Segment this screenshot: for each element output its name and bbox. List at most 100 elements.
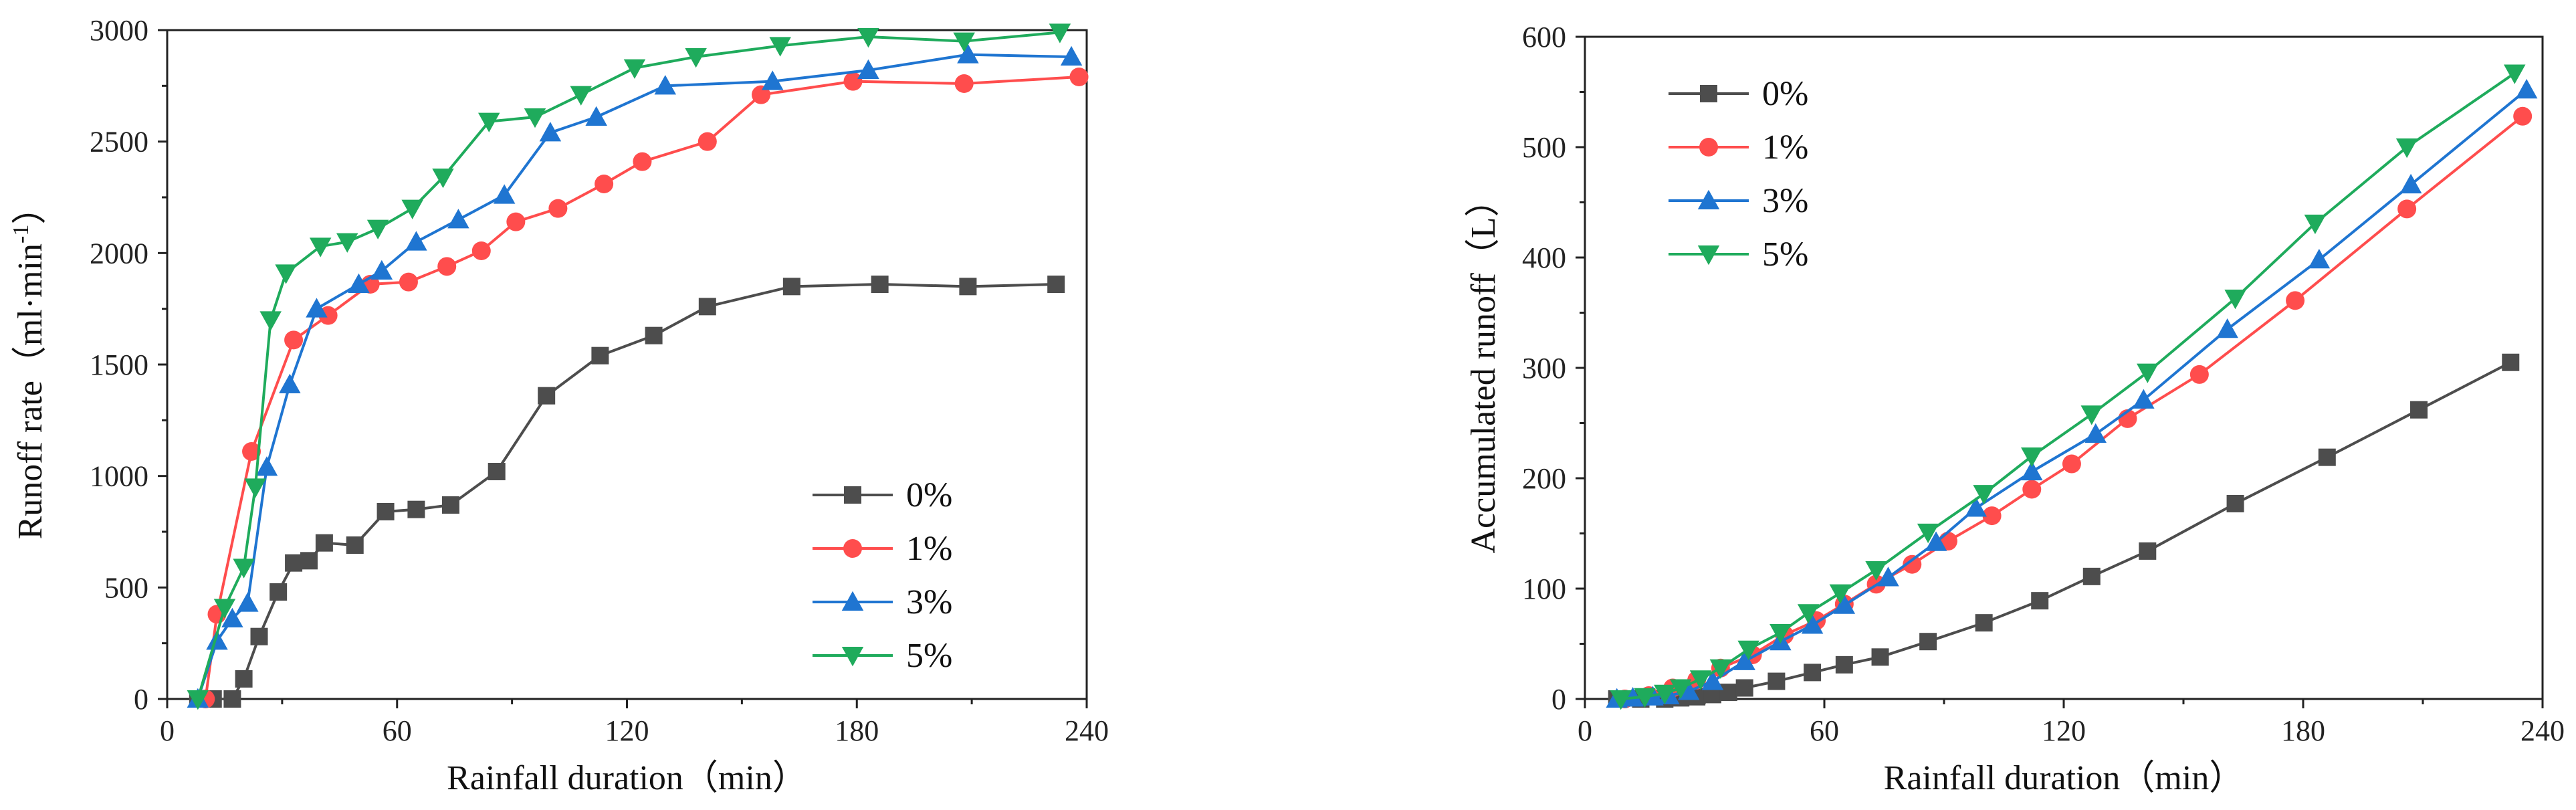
legend: 0% 1% 3% 5% — [813, 476, 952, 675]
data-point — [2308, 249, 2331, 269]
data-point — [1634, 688, 1656, 708]
data-point — [1903, 554, 1922, 574]
data-point — [1669, 679, 1692, 699]
data-point — [2062, 454, 2081, 474]
data-point — [570, 86, 592, 106]
y-tick-label: 500 — [104, 571, 148, 604]
data-point — [432, 169, 454, 189]
series-2 — [1606, 78, 2538, 708]
data-point — [488, 463, 506, 480]
data-point — [1047, 276, 1065, 293]
data-point — [471, 241, 491, 260]
legend-marker — [1697, 245, 1720, 266]
data-point — [1871, 648, 1889, 666]
data-point — [548, 199, 568, 218]
legend-marker — [844, 486, 861, 504]
data-point — [407, 500, 425, 518]
data-point — [237, 592, 259, 612]
data-point — [2139, 542, 2157, 560]
data-point — [857, 28, 879, 48]
data-point — [953, 32, 975, 52]
data-point — [437, 257, 457, 276]
legend: 0% 1% 3% 5% — [1669, 75, 1808, 274]
legend-label: 5% — [1762, 235, 1808, 274]
data-point — [1865, 561, 1887, 581]
series-line — [196, 31, 1061, 700]
legend-marker — [843, 539, 862, 558]
data-point — [366, 219, 389, 239]
data-point — [2515, 78, 2538, 99]
data-point — [244, 478, 267, 498]
data-point — [306, 298, 328, 318]
data-point — [401, 199, 423, 219]
legend-marker — [1699, 138, 1718, 157]
plot-frame — [1584, 35, 2544, 700]
data-point — [441, 496, 459, 514]
data-point — [315, 534, 333, 552]
data-point — [857, 59, 879, 79]
data-point — [871, 276, 889, 293]
data-point — [1973, 485, 1995, 505]
data-point — [2502, 353, 2520, 371]
data-point — [1701, 670, 1724, 690]
data-point — [524, 108, 546, 128]
data-point — [1737, 640, 1759, 660]
data-point — [187, 690, 209, 710]
data-point — [1804, 664, 1822, 682]
data-point — [1069, 68, 1089, 86]
x-tick-label: 60 — [383, 714, 412, 747]
data-point — [2022, 480, 2042, 499]
legend-marker — [841, 647, 864, 667]
data-point — [2224, 290, 2246, 310]
data-point — [1049, 23, 1071, 43]
data-point — [2286, 291, 2305, 310]
data-point — [1917, 523, 1939, 544]
y-axis-title-main: Accumulated runoff（L） — [1465, 183, 1503, 554]
data-point — [447, 209, 469, 229]
chart-accumulated-runoff: 0 60 120 180 240 0 100 200 300 400 500 600 Rainfall … — [1465, 21, 2565, 797]
x-tick-label: 0 — [160, 714, 175, 747]
data-point — [2216, 318, 2238, 338]
legend-marker — [1697, 189, 1720, 209]
y-tick-label: 600 — [1522, 21, 1566, 54]
data-point — [233, 559, 255, 579]
data-point — [2226, 494, 2244, 512]
x-tick-label: 60 — [1810, 714, 1839, 747]
data-point — [223, 690, 241, 708]
series-3 — [187, 23, 1071, 710]
data-point — [2133, 389, 2155, 409]
data-point — [697, 132, 717, 151]
data-point — [284, 330, 304, 350]
data-point — [1835, 655, 1853, 674]
data-point — [506, 212, 526, 231]
y-tick-label: 100 — [1522, 573, 1566, 605]
data-point — [645, 326, 663, 344]
legend-marker — [841, 591, 864, 611]
data-point — [2318, 448, 2336, 466]
y-tick-label: 500 — [1522, 131, 1566, 164]
x-tick-label: 180 — [2281, 714, 2325, 747]
legend-label: 0% — [1762, 75, 1808, 113]
data-point — [1733, 650, 1755, 670]
y-tick-label: 0 — [134, 683, 148, 716]
data-point — [585, 106, 607, 126]
data-point — [2082, 567, 2101, 585]
legend-label: 1% — [1762, 128, 1808, 167]
data-point — [2503, 64, 2526, 84]
data-point — [270, 583, 288, 601]
data-point — [654, 75, 677, 95]
data-point — [2021, 447, 2043, 468]
data-point — [1719, 684, 1737, 702]
y-tick-label: 3000 — [90, 14, 148, 47]
y-axis-title-close: ） — [11, 190, 49, 225]
legend-label: 0% — [906, 476, 952, 514]
y-tick-label: 2000 — [90, 237, 148, 270]
x-tick-label: 240 — [2520, 714, 2565, 747]
data-point — [1689, 670, 1712, 690]
data-point — [1801, 614, 1824, 634]
data-point — [2080, 405, 2103, 425]
x-axis-title: Rainfall duration（min） — [1884, 759, 2244, 797]
x-tick-label: 180 — [835, 714, 879, 747]
y-tick-label: 0 — [1551, 683, 1566, 716]
data-point — [623, 59, 646, 79]
